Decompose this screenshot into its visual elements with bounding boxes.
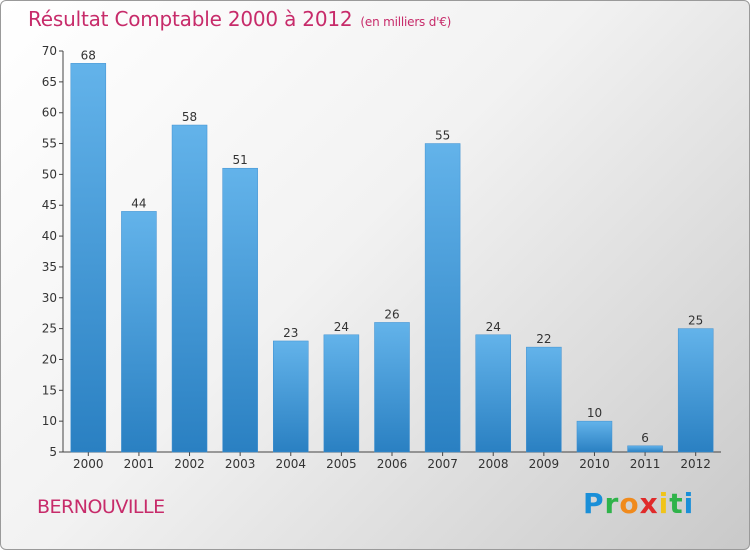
bar xyxy=(323,334,360,453)
y-tick-label: 35 xyxy=(42,260,57,274)
y-tick-label: 55 xyxy=(42,137,57,151)
x-tick-label: 2000 xyxy=(73,457,104,471)
y-tick-label: 10 xyxy=(42,414,57,428)
bar-value-label: 55 xyxy=(435,129,450,143)
bar-value-label: 51 xyxy=(233,153,248,167)
bar xyxy=(526,346,562,453)
x-tick-label: 2004 xyxy=(275,457,306,471)
bar xyxy=(627,445,663,453)
x-tick-label: 2012 xyxy=(680,457,711,471)
bar-value-label: 68 xyxy=(81,48,96,62)
x-tick-label: 2007 xyxy=(427,457,458,471)
y-tick-label: 25 xyxy=(42,322,57,336)
bar xyxy=(424,143,461,453)
bar xyxy=(171,124,208,453)
logo-letter: i xyxy=(683,487,695,520)
x-tick-label: 2009 xyxy=(529,457,560,471)
logo-letter: r xyxy=(604,487,620,520)
bar-value-label: 58 xyxy=(182,110,197,124)
chart-title-text: Résultat Comptable 2000 à 2012 xyxy=(28,7,353,31)
chart-labels: 68 2000 44 2001 58 2002 51 2003 23 2004 24 2005 26 20… xyxy=(73,48,711,471)
bar-value-label: 10 xyxy=(587,406,602,420)
logo-letter: o xyxy=(619,487,640,520)
bar xyxy=(374,322,410,453)
chart-subtitle: (en milliers d'€) xyxy=(360,15,452,29)
y-tick-label: 65 xyxy=(42,75,57,89)
y-tick-label: 30 xyxy=(42,291,57,305)
logo-letter: i xyxy=(658,487,670,520)
proxiti-logo: Proxiti xyxy=(583,487,694,520)
bar xyxy=(273,340,309,453)
x-tick-label: 2008 xyxy=(478,457,509,471)
logo-letter: t xyxy=(669,487,684,520)
bar-value-label: 24 xyxy=(334,320,349,334)
bar xyxy=(222,167,258,453)
x-tick-label: 2005 xyxy=(326,457,357,471)
x-tick-label: 2003 xyxy=(225,457,256,471)
x-tick-label: 2002 xyxy=(174,457,205,471)
x-tick-label: 2001 xyxy=(124,457,155,471)
commune-name: BERNOUVILLE xyxy=(37,496,165,518)
bar-value-label: 24 xyxy=(486,320,501,334)
bar xyxy=(475,334,511,453)
bar-value-label: 23 xyxy=(283,326,298,340)
logo-letter: x xyxy=(639,487,659,520)
logo-letter: P xyxy=(583,487,605,520)
y-tick-label: 5 xyxy=(49,445,57,459)
bar-value-label: 25 xyxy=(688,314,703,328)
y-tick-label: 45 xyxy=(42,198,57,212)
y-tick-label: 40 xyxy=(42,229,57,243)
y-tick-label: 60 xyxy=(42,106,57,120)
bar xyxy=(70,63,107,453)
x-tick-label: 2006 xyxy=(377,457,408,471)
y-tick-label: 50 xyxy=(42,167,57,181)
x-tick-label: 2011 xyxy=(630,457,661,471)
bar-value-label: 6 xyxy=(641,431,649,445)
y-tick-label: 15 xyxy=(42,383,57,397)
chart-title: Résultat Comptable 2000 à 2012 (en millie… xyxy=(28,7,451,31)
y-tick-label: 20 xyxy=(42,352,57,366)
bar-value-label: 22 xyxy=(536,332,551,346)
chart-axes: 5 10 15 20 25 30 35 40 45 50 55 60 65 70 xyxy=(42,44,721,459)
y-tick-label: 70 xyxy=(42,44,57,58)
bar-value-label: 26 xyxy=(384,307,399,321)
bar xyxy=(576,420,613,453)
bar xyxy=(121,211,157,453)
bar xyxy=(677,328,714,453)
bar-value-label: 44 xyxy=(131,196,146,210)
chart-bars xyxy=(70,63,714,453)
x-tick-label: 2010 xyxy=(579,457,610,471)
